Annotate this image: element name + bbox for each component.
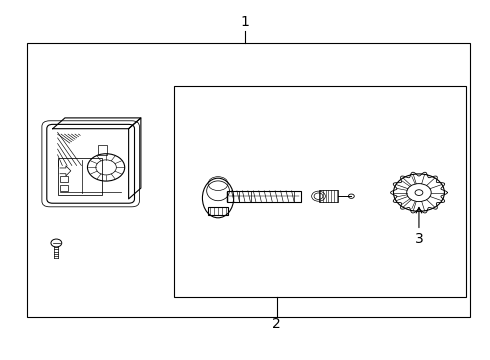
Bar: [174, 86, 466, 297]
Bar: [208, 207, 228, 215]
Bar: [226, 191, 301, 202]
Text: 1: 1: [241, 15, 249, 28]
Bar: [58, 158, 101, 194]
Bar: [60, 176, 68, 182]
Text: 2: 2: [272, 317, 281, 331]
Bar: [318, 190, 338, 202]
Text: 3: 3: [415, 233, 423, 246]
Bar: [98, 145, 107, 156]
Bar: [60, 185, 68, 191]
Bar: [27, 43, 470, 317]
